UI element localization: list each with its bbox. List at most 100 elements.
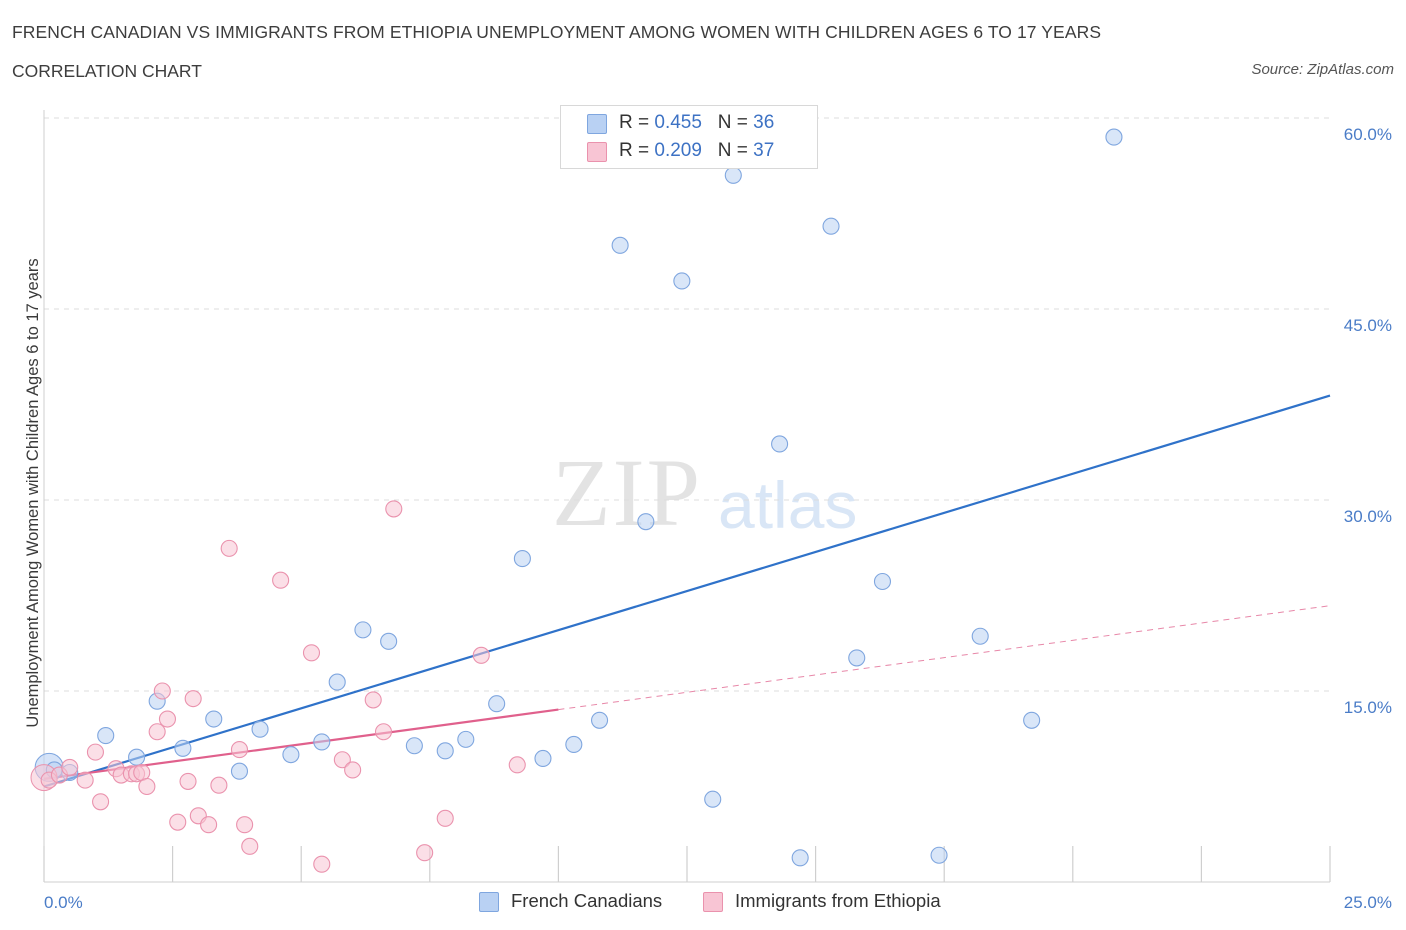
bottom-legend-label: Immigrants from Ethiopia [735,890,941,911]
series-french-canadians [34,128,1123,867]
data-point [302,644,321,662]
bottom-legend-swatch-blue [479,892,499,912]
data-point [333,751,351,769]
trend-line-extension-immigrants-from-ethiopia [558,605,1331,711]
data-point [158,710,177,728]
x-tick-label: 25.0% [1344,893,1392,912]
data-point [251,720,269,738]
data-point [405,737,423,755]
data-point [61,758,79,776]
data-point [513,550,531,568]
y-tick-label: 30.0% [1344,507,1392,526]
data-point [230,762,249,780]
data-point [1023,711,1041,729]
data-point [128,748,146,766]
series-immigrants-from-ethiopia [30,500,526,873]
legend-r-value: 0.209 [654,140,702,161]
data-point [241,837,259,855]
x-tick-labels: 0.0% 25.0% [44,893,1392,912]
data-point [364,691,382,709]
data-point [272,571,290,589]
watermark-zip: ZIP [552,439,702,546]
watermark: ZIP atlas [552,439,857,546]
chart-subtitle: CORRELATION CHART [12,61,202,81]
data-point [971,627,989,645]
data-point [457,730,475,748]
chart-title: FRENCH CANADIAN VS IMMIGRANTS FROM ETHIO… [12,22,1102,42]
data-point [1105,128,1123,146]
data-point [436,809,454,827]
data-point [184,690,202,708]
data-point [313,855,331,873]
data-point [534,749,552,768]
x-tick-label: 0.0% [44,893,83,912]
data-point [873,572,892,591]
data-point [508,756,526,774]
data-point [328,673,346,691]
data-point [313,733,331,751]
data-point [210,776,228,794]
data-point [230,741,249,759]
data-point [930,846,948,864]
data-point [565,735,583,754]
data-point [472,646,490,664]
legend-stats: R = 0.455 N = 36 [619,112,774,134]
data-point [97,727,115,745]
data-point [791,849,809,867]
y-tick-label: 45.0% [1344,316,1392,335]
legend-n-label: N = [717,140,754,161]
data-point [148,723,166,741]
correlation-legend: R = 0.455 N = 36 R = 0.209 N = 37 [560,105,818,169]
legend-r-label: R = [619,112,655,133]
data-point [174,739,192,757]
data-point [416,844,434,862]
data-point [92,793,110,811]
legend-stats: R = 0.209 N = 37 [619,140,774,162]
data-point [138,777,156,796]
source-label: Source: ZipAtlas.com [1251,61,1394,78]
data-point [200,816,218,834]
data-point [354,621,372,639]
data-point [86,743,104,761]
data-point [488,695,506,713]
data-point [637,513,655,531]
data-point [591,711,609,729]
data-point [169,813,187,831]
legend-swatch-blue [587,114,607,134]
data-point [848,649,866,667]
watermark-atlas: atlas [718,468,857,542]
data-point [385,500,403,518]
data-point [76,771,94,789]
data-point [611,236,629,254]
data-point [282,746,300,764]
data-point [205,710,223,728]
data-point [344,761,362,779]
axes [43,110,1331,883]
grid-lines [44,117,1330,692]
data-point [236,816,254,834]
legend-n-label: N = [717,112,754,133]
data-point [673,272,691,290]
data-point [179,772,197,790]
data-point [374,723,393,741]
bottom-legend-swatch-pink [703,892,723,912]
data-point [153,682,171,700]
data-point [436,742,454,760]
legend-n-value: 37 [753,140,775,161]
legend-r-value: 0.455 [654,112,702,133]
bottom-legend-label: French Canadians [511,890,663,911]
y-tick-labels: 15.0% 30.0% 45.0% 60.0% [1344,125,1392,717]
legend-r-label: R = [619,140,655,161]
data-point [704,790,722,808]
y-axis-label: Unemployment Among Women with Children A… [24,258,42,727]
y-tick-label: 15.0% [1344,698,1392,717]
data-point [822,217,840,235]
data-point [380,632,398,650]
data-point [724,166,742,184]
y-tick-label: 60.0% [1344,125,1392,144]
legend-n-value: 36 [753,112,775,133]
data-point [220,539,238,557]
data-point [771,435,789,453]
legend-swatch-pink [587,142,607,162]
